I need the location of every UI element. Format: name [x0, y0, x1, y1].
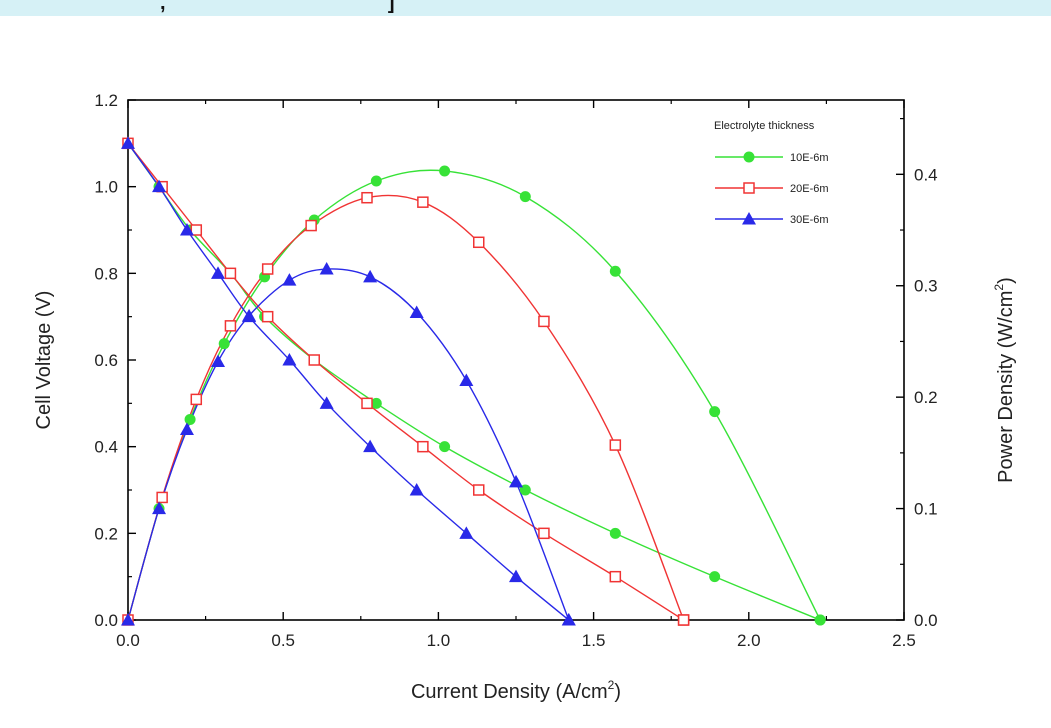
power-point [305, 219, 317, 232]
voltage-point [370, 397, 382, 409]
axis-tick-labels: 0.0 0.5 1.0 1.5 2.0 2.50.00.20.40.60.81.01.20… [94, 91, 937, 650]
voltage-point [439, 441, 451, 453]
power-point [519, 191, 531, 203]
legend-label-30E-6m: 30E-6m [790, 214, 829, 226]
voltage-point [224, 267, 237, 280]
y-tick-label: 0.4 [94, 438, 118, 457]
voltage-point [409, 483, 424, 496]
power-point [459, 373, 474, 386]
power-curve-20E-6m [127, 194, 685, 621]
legend-label-10E-6m: 10E-6m [790, 152, 829, 164]
power-point [538, 315, 550, 328]
y-axis-title: Cell Voltage (V) [33, 291, 55, 430]
voltage-point [319, 396, 334, 409]
x-tick-label: 0.5 [271, 631, 295, 650]
voltage-point [308, 354, 320, 366]
power-point [156, 491, 168, 504]
power-point [709, 406, 721, 418]
power-point [509, 474, 523, 488]
voltage-point [282, 353, 297, 366]
power-point [190, 393, 203, 406]
legend-marker-20E-6m [743, 182, 755, 194]
power-point [218, 338, 230, 350]
power-point [242, 308, 257, 322]
power-point [224, 320, 237, 332]
power-point [211, 354, 226, 368]
voltage-point [190, 224, 203, 236]
power-point [439, 165, 451, 177]
voltage-curve-10E-6m [127, 142, 821, 621]
power-point [179, 422, 194, 435]
voltage-point [609, 570, 622, 583]
y-tick-label: 0.8 [94, 264, 118, 283]
voltage-point [179, 223, 194, 236]
voltage-point [363, 439, 378, 453]
y-tick-label: 0.0 [94, 611, 118, 630]
power-point [609, 265, 621, 277]
power-point [561, 613, 576, 626]
y2-axis-title: Power Density (W/cm2) [992, 277, 1017, 483]
top-banner: , ] [0, 0, 1051, 16]
voltage-point [211, 266, 226, 279]
legend: Electrolyte thickness 10E-6m 20E-6m 30E-6m [714, 120, 829, 226]
power-point [363, 269, 378, 283]
voltage-point [361, 397, 373, 410]
voltage-point [538, 527, 550, 540]
power-point [409, 305, 424, 318]
power-point [184, 413, 196, 425]
legend-items: 10E-6m 20E-6m 30E-6m [715, 151, 829, 226]
x-tick-label: 0.0 [116, 631, 140, 650]
voltage-point [509, 569, 523, 583]
voltage-point [709, 571, 721, 583]
voltage-point [261, 310, 274, 323]
legend-marker-10E-6m [743, 151, 755, 163]
legend-title: Electrolyte thickness [714, 120, 815, 132]
power-point [152, 501, 167, 515]
voltage-point [417, 440, 429, 453]
power-point [814, 614, 826, 626]
power-point [609, 439, 622, 451]
fitted-curves [127, 142, 821, 621]
voltage-point [609, 527, 621, 539]
power-point [361, 191, 373, 204]
x-tick-label: 2.5 [892, 631, 916, 650]
data-markers [121, 136, 826, 626]
x-tick-label: 1.5 [582, 631, 606, 650]
power-point [677, 614, 690, 626]
x-tick-label: 1.0 [427, 631, 451, 650]
power-point [370, 175, 382, 187]
legend-marker-30E-6m [742, 212, 756, 225]
voltage-curve-20E-6m [127, 142, 684, 621]
axis-ticks [127, 99, 905, 621]
y2-tick-label: 0.4 [914, 165, 938, 184]
legend-label-20E-6m: 20E-6m [790, 183, 829, 195]
y2-tick-label: 0.2 [914, 388, 938, 407]
y-tick-label: 1.2 [94, 91, 118, 110]
banner-glyphs: , ] [160, 0, 395, 14]
y2-tick-label: 0.3 [914, 277, 938, 296]
voltage-point [459, 526, 474, 539]
power-curve-30E-6m [127, 268, 570, 621]
y2-tick-label: 0.0 [914, 611, 938, 630]
y-tick-label: 0.6 [94, 351, 118, 370]
y-tick-label: 0.2 [94, 524, 118, 543]
voltage-point [473, 484, 485, 496]
power-point [121, 613, 135, 626]
x-tick-label: 2.0 [737, 631, 761, 650]
y-tick-label: 1.0 [94, 178, 118, 197]
voltage-curve-30E-6m [127, 142, 570, 621]
power-point [417, 196, 429, 208]
power-point [261, 263, 274, 275]
power-point [319, 262, 334, 275]
voltage-point [121, 136, 135, 149]
y2-tick-label: 0.1 [914, 500, 938, 519]
power-point [473, 236, 485, 249]
x-axis-title: Current Density (A/cm2) [411, 678, 621, 703]
voltage-point [152, 179, 167, 193]
power-point [282, 273, 297, 286]
plot-frame [127, 99, 905, 621]
